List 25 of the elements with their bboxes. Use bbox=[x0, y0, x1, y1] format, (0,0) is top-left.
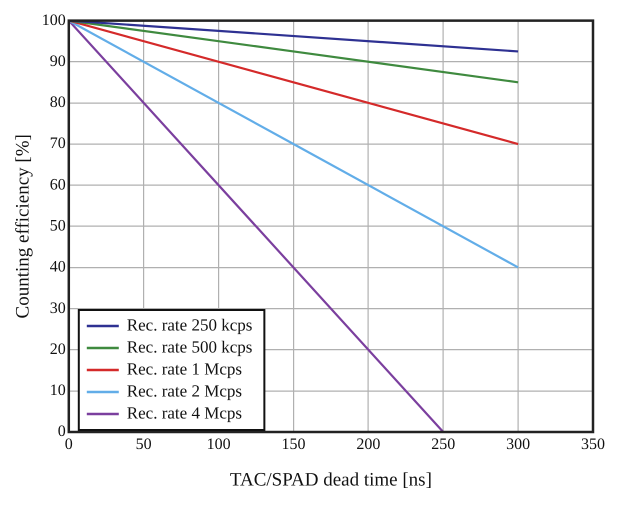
y-tick-label: 20 bbox=[50, 340, 66, 358]
x-tick-label: 250 bbox=[431, 436, 456, 453]
y-axis-title: Counting efficiency [%] bbox=[12, 134, 34, 318]
legend-label: Rec. rate 1 Mcps bbox=[126, 359, 242, 378]
y-tick-label: 60 bbox=[50, 176, 66, 194]
y-tick-label: 70 bbox=[50, 135, 66, 152]
legend-label: Rec. rate 4 Mcps bbox=[126, 403, 242, 422]
y-tick-label: 90 bbox=[50, 52, 66, 70]
legend-label: Rec. rate 250 kcps bbox=[126, 315, 252, 334]
legend-label: Rec. rate 500 kcps bbox=[126, 337, 252, 356]
x-tick-label: 200 bbox=[356, 436, 380, 453]
x-tick-label: 100 bbox=[206, 436, 231, 453]
y-tick-label: 40 bbox=[50, 258, 66, 276]
y-tick-label: 0 bbox=[58, 423, 66, 440]
x-tick-label: 350 bbox=[581, 436, 605, 453]
x-tick-label: 150 bbox=[281, 436, 306, 453]
y-tick-label: 10 bbox=[50, 382, 66, 400]
x-tick-label: 50 bbox=[136, 436, 152, 453]
y-tick-label: 80 bbox=[50, 94, 66, 112]
y-tick-label: 50 bbox=[50, 218, 66, 235]
legend-label: Rec. rate 2 Mcps bbox=[126, 381, 242, 400]
y-tick-label: 100 bbox=[42, 12, 66, 29]
x-tick-label: 300 bbox=[506, 436, 530, 453]
y-tick-label: 30 bbox=[50, 300, 66, 317]
x-axis-title: TAC/SPAD dead time [ns] bbox=[230, 470, 432, 491]
